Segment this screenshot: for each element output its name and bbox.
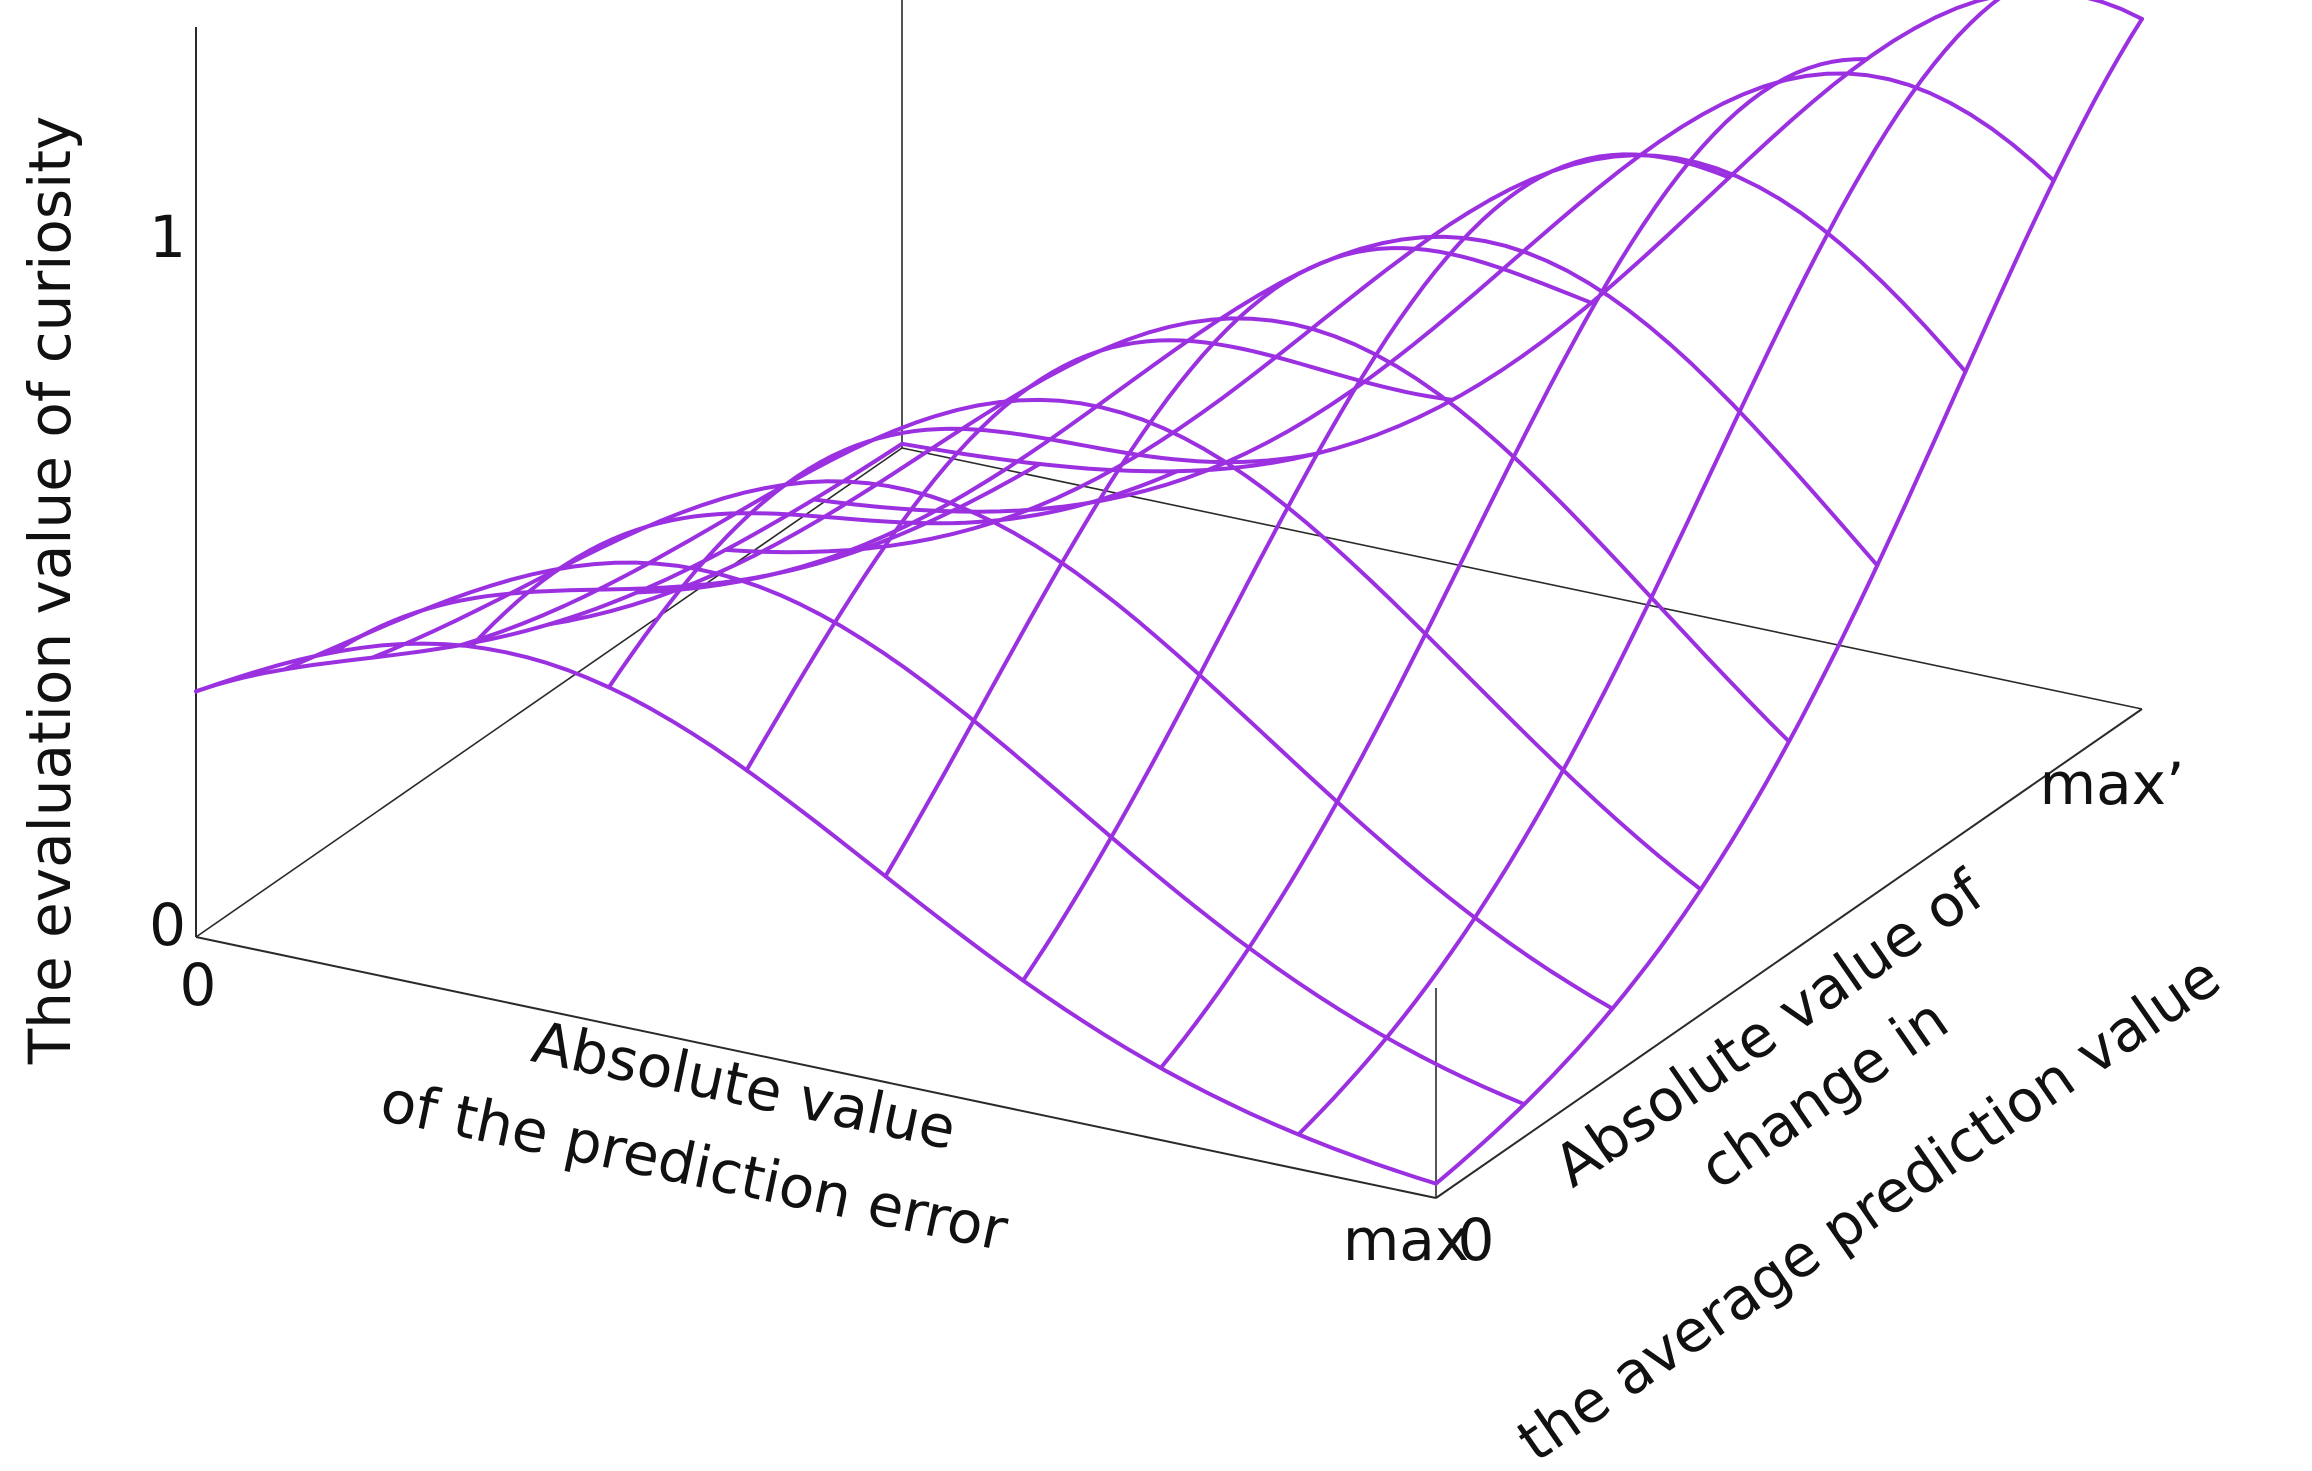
mesh-line-x-7 — [1158, 57, 1869, 1070]
z-tick-0: 0 — [149, 891, 186, 959]
y-axis-title: Absolute value of change in the average … — [1505, 856, 2232, 1471]
mesh-line-y-4 — [547, 316, 1791, 744]
y-tick-max: max’ — [2040, 750, 2185, 818]
mesh-line-x-6 — [1021, 152, 1732, 983]
y-axis-line — [1435, 708, 2143, 1199]
x-axis-title: Absolute value of the prediction error — [375, 1008, 1013, 1265]
mesh-line-x-1 — [331, 462, 1042, 655]
back-floor-edge-left — [195, 447, 903, 938]
z-axis-title: The evaluation value of curiosity — [16, 116, 84, 1066]
mesh-line-y-5 — [635, 234, 1880, 595]
mesh-line-x-4 — [744, 338, 1455, 773]
x-axis-line — [195, 936, 1437, 1199]
mesh-line-y-8 — [900, 0, 2144, 474]
mesh-line-x-9 — [1434, 16, 2144, 1186]
surface-mesh — [194, 0, 2144, 1186]
mesh-line-y-2 — [370, 479, 1615, 1011]
x-tick-max: max — [1343, 1206, 1469, 1274]
mesh-line-y-3 — [458, 397, 1703, 892]
x-tick-0: 0 — [180, 951, 217, 1019]
mesh-line-x-8 — [1296, 0, 2001, 1137]
mesh-line-y-1 — [282, 560, 1527, 1107]
mesh-line-y-6 — [723, 153, 1968, 555]
mesh-line-x-0 — [194, 441, 904, 694]
mesh-line-x-5 — [883, 246, 1594, 879]
z-tick-1: 1 — [149, 203, 186, 271]
mesh-line-x-2 — [469, 469, 1180, 649]
mesh-line-x-3 — [606, 426, 1317, 690]
y-tick-0: 0 — [1458, 1206, 1495, 1274]
back-floor-edge-right — [901, 447, 2143, 710]
mesh-line-y-7 — [811, 71, 2056, 514]
axes-box — [195, 0, 2143, 1199]
